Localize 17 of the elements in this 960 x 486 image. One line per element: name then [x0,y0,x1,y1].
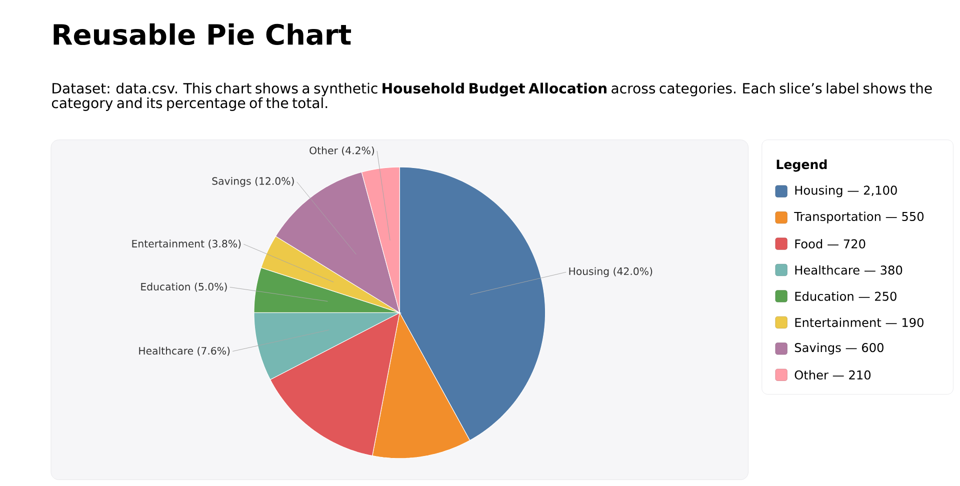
legend-label: Healthcare — 380 [795,265,902,275]
data-label: Healthcare (7.6%) [139,346,230,356]
data-label: Housing (42.0%) [569,267,652,278]
legend-label: Food — 720 [795,239,866,249]
data-label: Other (4.2%) [310,146,374,156]
text: Dataset: data.csv. This chart shows a synthetic Household Budget Allocation across categories. Each slice’s label shows the category and its percentage of the total. [52,82,932,112]
legend-label: Transportation — 550 [794,212,924,224]
data-label: Entertainment (3.8%) [132,240,241,249]
data-label: Savings (12.0%) [212,177,294,188]
legend-title: Legend [776,160,827,172]
legend-label: Other — 210 [794,370,871,380]
chart-title: Reusable Pie Chart [54,24,352,46]
legend-label: Housing — 2,100 [795,186,897,198]
data-label: Education (5.0%) [141,282,227,292]
legend-label: Savings — 600 [794,342,884,355]
legend-label: Education — 250 [795,292,896,302]
legend-label: Entertainment — 190 [795,318,924,328]
